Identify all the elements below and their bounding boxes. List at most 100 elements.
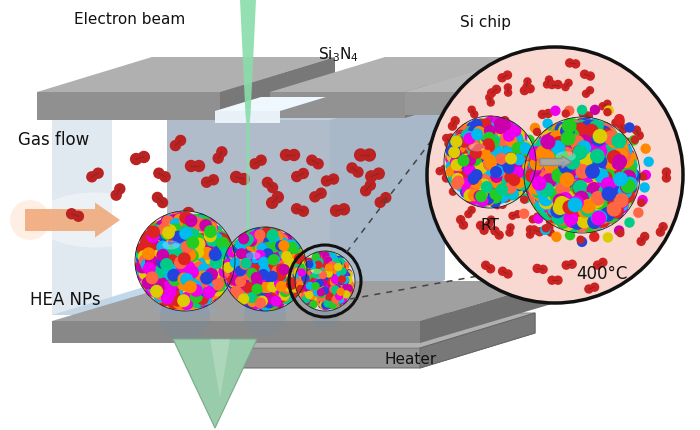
Circle shape <box>303 284 310 291</box>
Circle shape <box>583 130 596 144</box>
Circle shape <box>153 252 164 263</box>
Circle shape <box>451 155 461 166</box>
Circle shape <box>221 259 232 271</box>
Circle shape <box>463 151 473 161</box>
Polygon shape <box>210 339 230 398</box>
Circle shape <box>468 130 479 141</box>
Circle shape <box>462 179 472 190</box>
Circle shape <box>561 199 575 212</box>
Circle shape <box>284 287 293 297</box>
Circle shape <box>153 235 164 246</box>
Circle shape <box>259 258 269 267</box>
Circle shape <box>593 207 606 221</box>
Circle shape <box>190 281 201 292</box>
Circle shape <box>493 185 503 196</box>
Circle shape <box>474 167 485 178</box>
Circle shape <box>230 276 240 285</box>
Circle shape <box>150 237 162 249</box>
Circle shape <box>281 269 290 279</box>
Circle shape <box>375 197 385 207</box>
Circle shape <box>258 228 268 238</box>
Circle shape <box>570 187 584 200</box>
Circle shape <box>543 164 556 177</box>
Circle shape <box>547 158 560 172</box>
Circle shape <box>304 284 311 291</box>
Circle shape <box>190 264 201 275</box>
Circle shape <box>268 282 278 292</box>
Circle shape <box>149 238 161 249</box>
Circle shape <box>191 267 203 278</box>
Circle shape <box>510 164 521 174</box>
Circle shape <box>549 211 562 224</box>
Circle shape <box>543 143 556 156</box>
Circle shape <box>471 120 482 130</box>
Circle shape <box>560 123 573 136</box>
Circle shape <box>598 159 612 172</box>
Circle shape <box>543 189 556 203</box>
Circle shape <box>547 167 561 181</box>
Circle shape <box>190 281 201 293</box>
Circle shape <box>570 159 583 172</box>
Circle shape <box>175 249 186 261</box>
Circle shape <box>595 171 608 184</box>
Circle shape <box>560 204 573 217</box>
Circle shape <box>197 226 209 237</box>
Circle shape <box>291 257 301 267</box>
Circle shape <box>342 276 349 283</box>
Circle shape <box>494 187 502 194</box>
Circle shape <box>494 181 505 191</box>
Circle shape <box>575 212 589 225</box>
Circle shape <box>585 138 598 152</box>
Circle shape <box>564 212 577 225</box>
Circle shape <box>235 270 245 279</box>
Circle shape <box>513 128 524 139</box>
Circle shape <box>566 183 579 196</box>
Circle shape <box>575 142 589 156</box>
Circle shape <box>596 160 610 174</box>
Circle shape <box>259 237 269 246</box>
Circle shape <box>284 282 294 292</box>
Circle shape <box>274 249 284 259</box>
Circle shape <box>612 175 626 189</box>
Circle shape <box>287 264 297 273</box>
Circle shape <box>559 136 572 150</box>
Circle shape <box>575 161 588 174</box>
Circle shape <box>176 265 188 277</box>
Circle shape <box>287 254 297 263</box>
Circle shape <box>308 278 314 285</box>
Circle shape <box>305 259 312 266</box>
Circle shape <box>239 279 249 288</box>
Circle shape <box>562 132 575 145</box>
Circle shape <box>272 246 282 255</box>
Circle shape <box>554 202 567 215</box>
Circle shape <box>159 261 170 273</box>
Circle shape <box>553 154 566 167</box>
Circle shape <box>206 253 217 265</box>
Circle shape <box>611 171 624 184</box>
Circle shape <box>271 268 281 278</box>
Circle shape <box>218 236 230 247</box>
Circle shape <box>287 243 297 252</box>
Circle shape <box>548 184 561 198</box>
Circle shape <box>505 160 516 171</box>
Circle shape <box>183 208 194 218</box>
Circle shape <box>326 267 332 274</box>
Circle shape <box>482 174 492 185</box>
Circle shape <box>148 226 159 237</box>
Circle shape <box>552 161 566 174</box>
Circle shape <box>596 139 609 152</box>
Circle shape <box>589 120 603 134</box>
Circle shape <box>276 263 286 273</box>
Circle shape <box>603 185 617 198</box>
Circle shape <box>624 169 637 182</box>
Circle shape <box>206 249 218 261</box>
Circle shape <box>598 206 611 219</box>
Circle shape <box>251 271 260 281</box>
Circle shape <box>154 256 166 267</box>
Circle shape <box>270 252 280 261</box>
Circle shape <box>216 258 228 270</box>
Circle shape <box>192 233 204 245</box>
Circle shape <box>550 215 557 222</box>
Circle shape <box>298 285 304 292</box>
Circle shape <box>529 164 542 178</box>
